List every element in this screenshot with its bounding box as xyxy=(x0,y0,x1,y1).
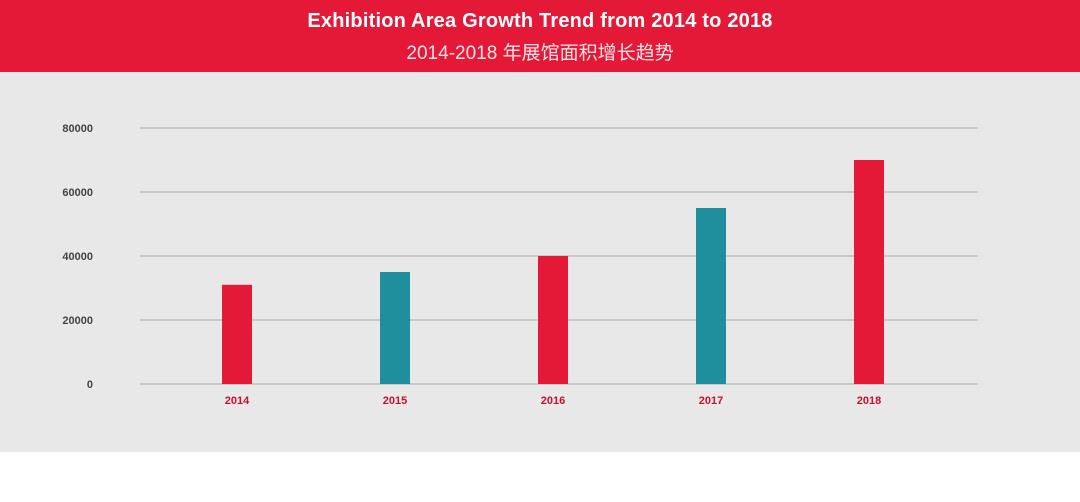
x-tick-label: 2018 xyxy=(857,395,881,407)
plot-panel: 0 20000 40000 60000 80000 2014 2015 2016 2017 201… xyxy=(0,72,1080,452)
x-tick-label: 2015 xyxy=(383,395,407,407)
chart-header: Exhibition Area Growth Trend from 2014 t… xyxy=(0,0,1080,72)
bar-2017 xyxy=(696,208,726,384)
bar-chart: 0 20000 40000 60000 80000 2014 2015 2016 2017 201… xyxy=(62,123,978,407)
y-tick-label: 40000 xyxy=(62,251,93,263)
y-tick-label: 0 xyxy=(87,379,93,391)
x-tick-label: 2014 xyxy=(225,395,250,407)
y-tick-label: 20000 xyxy=(62,315,93,327)
chart-title: Exhibition Area Growth Trend from 2014 t… xyxy=(307,10,773,32)
chart-subtitle: 2014-2018 年展馆面积增长趋势 xyxy=(406,43,674,64)
y-tick-label: 60000 xyxy=(62,187,93,199)
bar-2015 xyxy=(380,272,410,384)
bar-2018 xyxy=(854,160,884,384)
bar-2014 xyxy=(222,284,252,384)
y-tick-label: 80000 xyxy=(62,123,93,135)
x-tick-label: 2016 xyxy=(541,395,565,407)
x-tick-label: 2017 xyxy=(699,395,723,407)
bar-2016 xyxy=(538,256,568,384)
